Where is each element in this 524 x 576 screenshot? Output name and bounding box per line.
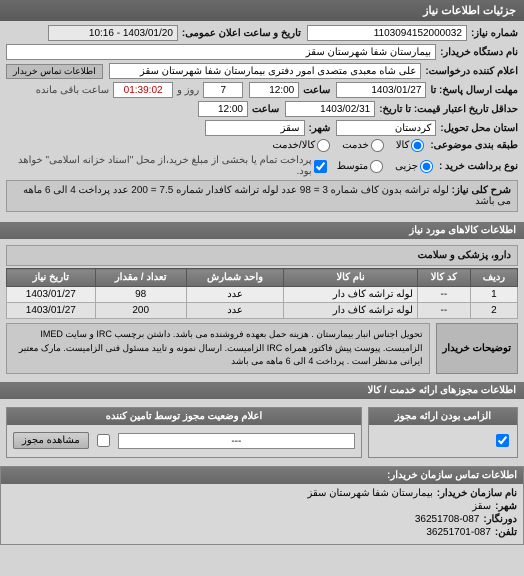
time-label-2: ساعت: [252, 104, 279, 115]
order-no-value: 1103094152000032: [307, 25, 467, 41]
goods-section: دارو، پزشکی و سلامت ردیف کد کالا نام کال…: [0, 239, 524, 378]
goods-header: اطلاعات کالاهای مورد نیاز: [0, 222, 524, 239]
org-value: بیمارستان شفا شهرستان سقز: [6, 44, 436, 60]
permit-status-hdr: اعلام وضعیت مجوز توسط تامین کننده: [7, 408, 361, 425]
form-section: شماره نیاز: 1103094152000032 تاریخ و ساع…: [0, 21, 524, 218]
permit-required-hdr: الزامی بودن ارائه مجوز: [369, 408, 517, 425]
explanation-box: توضیحات خریدار تحویل اجناس انبار بیمارست…: [6, 323, 518, 374]
contact-org-label: نام سازمان خریدار:: [437, 488, 517, 499]
days-remaining: 7: [203, 82, 243, 98]
permit-required-checkbox[interactable]: [496, 434, 509, 447]
time-remaining-label: ساعت باقی مانده: [36, 85, 109, 96]
pt-jozi-label: جزیی: [395, 161, 418, 172]
deadline-label: مهلت ارسال پاسخ: تا: [430, 85, 518, 96]
contact-phone-label: تلفن:: [495, 527, 517, 538]
days-remaining-label: روز و: [177, 85, 199, 96]
goods-table: ردیف کد کالا نام کالا واحد شمارش تعداد /…: [6, 268, 518, 319]
contact-buyer-button[interactable]: اطلاعات تماس خریدار: [6, 64, 103, 79]
cell-code: --: [417, 287, 470, 303]
pkg-kalakhdmat-radio[interactable]: [317, 139, 330, 152]
contact-city-label: شهر:: [495, 501, 517, 512]
pt-jozi-radio[interactable]: [420, 160, 433, 173]
pt-motavaset-label: متوسط: [337, 161, 368, 172]
explain-label: توضیحات خریدار: [436, 323, 519, 374]
cell-code: --: [417, 303, 470, 319]
requester-value: علی شاه معبدی متصدی امور دفتری بیمارستان…: [109, 63, 422, 79]
permit-dash: ---: [118, 433, 355, 449]
contact-box: اطلاعات تماس سازمان خریدار: نام سازمان خ…: [0, 466, 524, 545]
table-row: 1 -- لوله تراشه کاف دار عدد 98 1403/01/2…: [7, 287, 518, 303]
cell-date: 1403/01/27: [7, 303, 96, 319]
contact-fax: 36251708-087: [415, 514, 480, 525]
pkg-khadamat-label: خدمت: [342, 140, 369, 151]
requester-label: اعلام کننده درخواست:: [425, 66, 518, 77]
org-label: نام دستگاه خریدار:: [440, 47, 518, 58]
treasury-checkbox[interactable]: [314, 160, 327, 173]
province-value: کردستان: [336, 120, 436, 136]
permit-required-box: الزامی بودن ارائه مجوز: [368, 407, 518, 458]
cell-qty: 200: [95, 303, 186, 319]
cell-name: لوله تراشه کاف دار: [284, 287, 418, 303]
cell-date: 1403/01/27: [7, 287, 96, 303]
contact-phone: 36251701-087: [426, 527, 491, 538]
permits-header: اطلاعات مجوزهای ارائه خدمت / کالا: [0, 382, 524, 399]
purchase-note: پرداخت تمام یا بخشی از مبلغ خرید،از محل …: [6, 155, 312, 177]
delivery-place-label: استان محل تحویل:: [440, 123, 518, 134]
order-no-label: شماره نیاز:: [471, 28, 518, 39]
contact-header: اطلاعات تماس سازمان خریدار:: [1, 467, 523, 484]
need-title-box: شرح کلی نیاز: لوله تراشه بدون کاف شماره …: [6, 180, 518, 212]
package-radio-group: کالا خدمت کالا/خدمت: [264, 139, 426, 152]
cell-n: 2: [470, 303, 517, 319]
col-qty: تعداد / مقدار: [95, 269, 186, 287]
cell-qty: 98: [95, 287, 186, 303]
contact-org: بیمارستان شفا شهرستان سقز: [307, 488, 432, 499]
need-title-label: شرح کلی نیاز:: [452, 185, 511, 196]
city-value: سقز: [205, 120, 305, 136]
package-label: طبقه بندی موضوعی:: [430, 140, 518, 151]
city-label: شهر:: [309, 123, 331, 134]
deadline-time: 12:00: [249, 82, 299, 98]
panel-title: جزئیات اطلاعات نیاز: [423, 5, 516, 17]
explain-text: تحویل اجناس انبار بیمارستان . هزینه حمل …: [6, 323, 430, 374]
contact-fax-label: دورنگار:: [483, 514, 517, 525]
pkg-kala-label: کالا: [396, 140, 410, 151]
col-unit: واحد شمارش: [186, 269, 284, 287]
need-title-text: لوله تراشه بدون کاف شماره 3 = 98 عدد لول…: [23, 185, 511, 207]
view-permit-button[interactable]: مشاهده مجوز: [13, 432, 89, 449]
permit-status-checkbox[interactable]: [97, 434, 110, 447]
pkg-khadamat-radio[interactable]: [371, 139, 384, 152]
purchase-type-label: نوع برداشت خرید :: [439, 161, 518, 172]
col-row: ردیف: [470, 269, 517, 287]
validity-time: 12:00: [198, 101, 248, 117]
cell-unit: عدد: [186, 287, 284, 303]
deadline-date: 1403/01/27: [336, 82, 426, 98]
time-label-1: ساعت: [303, 85, 330, 96]
cell-unit: عدد: [186, 303, 284, 319]
permits-section: الزامی بودن ارائه مجوز اعلام وضعیت مجوز …: [0, 399, 524, 462]
pkg-kalakhdmat-label: کالا/خدمت: [272, 140, 315, 151]
permit-status-box: اعلام وضعیت مجوز توسط تامین کننده --- مش…: [6, 407, 362, 458]
announce-label: تاریخ و ساعت اعلان عمومی:: [182, 28, 301, 39]
contact-city: سقز: [472, 501, 491, 512]
table-row: 2 -- لوله تراشه کاف دار عدد 200 1403/01/…: [7, 303, 518, 319]
announce-value: 1403/01/20 - 10:16: [48, 25, 178, 41]
validity-label: حداقل تاریخ اعتبار قیمت: تا تاریخ:: [379, 104, 518, 115]
col-code: کد کالا: [417, 269, 470, 287]
validity-date: 1403/02/31: [285, 101, 375, 117]
goods-category: دارو، پزشکی و سلامت: [6, 245, 518, 266]
cell-name: لوله تراشه کاف دار: [284, 303, 418, 319]
pt-motavaset-radio[interactable]: [370, 160, 383, 173]
col-date: تاریخ نیاز: [7, 269, 96, 287]
panel-header: جزئیات اطلاعات نیاز: [0, 0, 524, 21]
time-remaining: 01:39:02: [113, 82, 173, 98]
col-name: نام کالا: [284, 269, 418, 287]
pkg-kala-radio[interactable]: [411, 139, 424, 152]
cell-n: 1: [470, 287, 517, 303]
purchase-type-group: جزیی متوسط: [329, 160, 435, 173]
